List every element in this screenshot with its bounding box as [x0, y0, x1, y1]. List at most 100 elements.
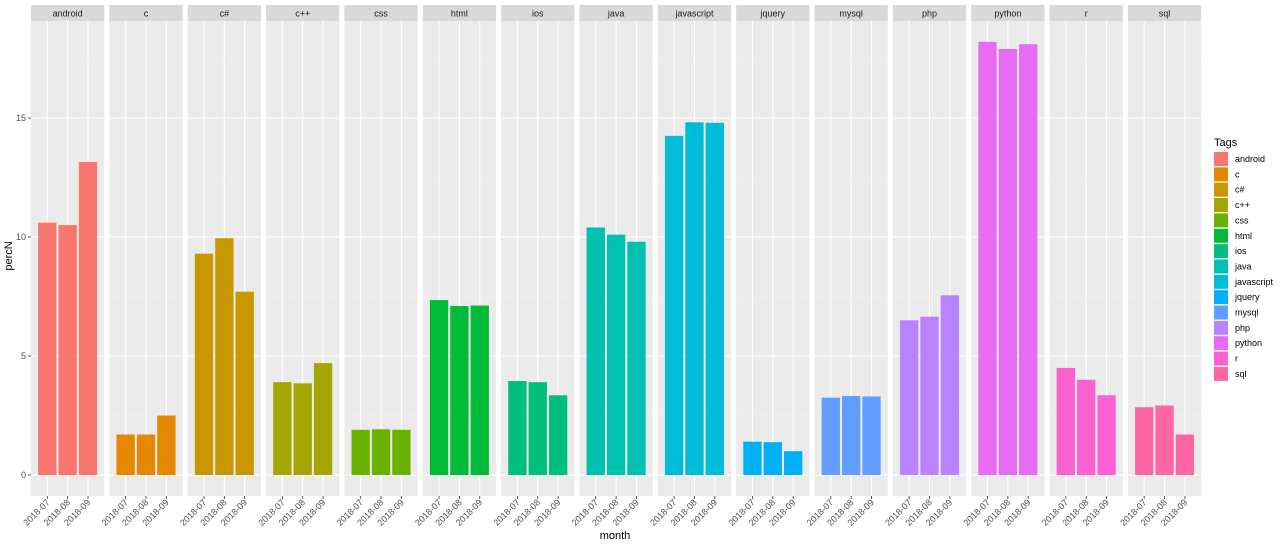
y-tick-label: 15	[16, 113, 26, 123]
bar-html-2018-09	[470, 305, 489, 475]
bar-jquery-2018-07	[743, 441, 762, 475]
facet-strip	[187, 5, 261, 21]
facet-strip	[266, 5, 340, 21]
facet-strip	[657, 5, 732, 21]
y-axis-title: percN	[3, 241, 15, 270]
bar-c-2018-09	[157, 415, 176, 475]
bar-c++-2018-09	[313, 363, 333, 475]
bar-ios-2018-07	[508, 380, 527, 475]
bar-jquery-2018-08	[763, 442, 782, 475]
facet-strip-label: c++	[295, 9, 310, 19]
legend-label-java: java	[1234, 261, 1252, 271]
legend-label-jquery: jquery	[1234, 292, 1260, 302]
legend-swatch-c#	[1214, 182, 1228, 197]
legend-swatch-html	[1214, 228, 1228, 243]
facet-strip	[579, 5, 653, 21]
facet-strip-label: java	[607, 9, 625, 19]
facet-strip-label: php	[922, 9, 937, 19]
bar-c++-2018-07	[273, 382, 292, 475]
bar-c-2018-07	[116, 434, 135, 475]
legend-label-sql: sql	[1235, 369, 1247, 379]
legend-label-ios: ios	[1235, 246, 1247, 256]
facet-strip	[344, 5, 418, 21]
bar-php-2018-09	[940, 295, 960, 475]
legend-label-mysql: mysql	[1235, 308, 1259, 318]
legend-label-r: r	[1235, 354, 1238, 364]
bar-java-2018-07	[586, 227, 605, 475]
bar-html-2018-08	[450, 306, 469, 475]
facet-strip	[501, 5, 575, 21]
bar-c#-2018-08	[215, 238, 234, 475]
facet-strip	[1049, 5, 1123, 21]
bar-python-2018-09	[1019, 44, 1038, 475]
bar-php-2018-07	[899, 320, 919, 475]
bar-java-2018-08	[606, 234, 626, 475]
facet-panels: android2018-072018-082018-09c2018-072018…	[21, 5, 1202, 528]
legend-title: Tags	[1214, 137, 1238, 149]
legend-swatch-mysql	[1214, 305, 1228, 320]
legend-swatch-sql	[1214, 366, 1228, 381]
bar-r-2018-07	[1056, 367, 1076, 475]
bar-sql-2018-08	[1155, 405, 1174, 475]
bar-android-2018-07	[38, 222, 57, 475]
bar-css-2018-07	[351, 429, 370, 475]
legend-label-javascript: javascript	[1234, 277, 1274, 287]
facet-strip	[971, 5, 1045, 21]
bar-c#-2018-09	[235, 291, 254, 475]
bar-sql-2018-09	[1175, 434, 1195, 475]
facet-strip-label: r	[1085, 9, 1088, 19]
legend-swatch-c	[1214, 167, 1228, 182]
legend-swatch-php	[1214, 320, 1228, 335]
facet-strip-label: mysql	[839, 9, 863, 19]
bar-jquery-2018-09	[783, 451, 803, 475]
y-axis: 0 5 10 15	[16, 113, 31, 480]
bar-android-2018-08	[58, 225, 77, 475]
bar-css-2018-09	[392, 429, 411, 475]
bar-mysql-2018-08	[841, 395, 861, 475]
facet-strip-label: c#	[220, 9, 230, 19]
facet-strip	[892, 5, 967, 21]
facet-strip-label: android	[53, 9, 83, 19]
bar-sql-2018-07	[1135, 407, 1154, 475]
legend-label-android: android	[1235, 154, 1265, 164]
facet-strip	[31, 5, 105, 21]
facet-strip-label: javascript	[674, 9, 714, 19]
bar-javascript-2018-09	[705, 122, 724, 475]
facet-strip	[814, 5, 888, 21]
bar-javascript-2018-07	[664, 135, 684, 475]
legend-swatch-java	[1214, 259, 1228, 274]
legend-label-css: css	[1235, 215, 1249, 225]
legend-swatch-r	[1214, 351, 1228, 366]
bar-javascript-2018-08	[685, 122, 704, 475]
y-tick-label: 0	[21, 470, 26, 480]
bar-java-2018-09	[627, 241, 646, 475]
facet-strip-label: sql	[1159, 9, 1171, 19]
facet-strip	[1127, 5, 1202, 21]
legend-label-c#: c#	[1235, 185, 1245, 195]
x-axis-title: month	[600, 530, 631, 542]
y-tick-label: 10	[16, 232, 26, 242]
facet-strip	[422, 5, 497, 21]
facet-strip-label: css	[374, 9, 388, 19]
bar-ios-2018-09	[548, 395, 568, 475]
bar-android-2018-09	[78, 162, 98, 475]
bar-css-2018-08	[371, 429, 391, 475]
legend-swatch-c++	[1214, 198, 1228, 213]
legend-label-c: c	[1235, 169, 1240, 179]
y-tick-label: 5	[21, 351, 26, 361]
bar-ios-2018-08	[528, 382, 547, 475]
legend-swatch-css	[1214, 213, 1228, 228]
legend-swatch-android	[1214, 152, 1228, 166]
